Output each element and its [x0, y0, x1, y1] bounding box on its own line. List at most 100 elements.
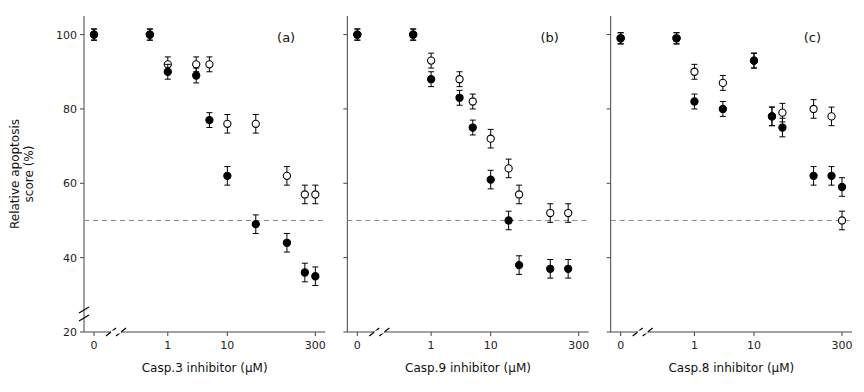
point — [224, 172, 231, 179]
error-bar — [829, 167, 835, 186]
y-tick — [80, 108, 84, 109]
series — [90, 29, 319, 204]
point — [547, 265, 554, 272]
error-bar — [618, 33, 624, 44]
point — [779, 109, 786, 116]
x-tick — [227, 332, 228, 336]
error-bar — [839, 178, 845, 197]
error-bar — [302, 185, 308, 204]
point — [779, 124, 786, 131]
error-bar — [488, 129, 494, 148]
x-tick — [315, 332, 316, 336]
point — [90, 31, 97, 38]
y-tick-label: 100 — [56, 29, 77, 42]
point — [301, 191, 308, 198]
error-bar — [691, 94, 697, 109]
point — [828, 113, 835, 120]
y-tick — [80, 332, 84, 333]
point — [828, 172, 835, 179]
y-axis-label-line: Relative apoptosis — [8, 119, 22, 229]
point — [565, 265, 572, 272]
y-tick — [343, 34, 347, 35]
y-tick — [343, 332, 347, 333]
x-tick-label: 300 — [568, 339, 589, 352]
x-axis-line — [611, 332, 852, 333]
error-bar — [470, 120, 476, 135]
error-bar — [147, 29, 153, 40]
point — [810, 172, 817, 179]
error-bar — [312, 185, 318, 204]
y-tick — [607, 108, 611, 109]
x-tick-label: 300 — [305, 339, 326, 352]
panel-label: (c) — [804, 30, 821, 45]
error-bar — [284, 167, 290, 186]
x-tick — [431, 332, 432, 336]
x-axis-line — [347, 332, 588, 333]
point — [617, 35, 624, 42]
x-axis-label: Casp.8 inhibitor (μM) — [668, 361, 794, 375]
x-tick — [620, 332, 621, 336]
y-tick — [80, 183, 84, 184]
point — [312, 273, 319, 280]
plot-area — [611, 33, 852, 230]
point — [354, 31, 361, 38]
point — [547, 209, 554, 216]
error-bar — [410, 29, 416, 40]
error-bar — [457, 90, 463, 105]
error-bar — [302, 263, 308, 282]
axis-break-gap — [111, 331, 121, 334]
y-tick — [607, 332, 611, 333]
error-bar — [428, 53, 434, 68]
error-bar — [565, 260, 571, 279]
error-bar — [829, 107, 835, 126]
error-bar — [811, 167, 817, 186]
point — [164, 68, 171, 75]
y-tick — [607, 257, 611, 258]
point — [252, 221, 259, 228]
point — [516, 261, 523, 268]
error-bar — [224, 115, 230, 134]
error-bar — [516, 185, 522, 204]
series — [90, 29, 319, 286]
x-tick-label: 1 — [691, 339, 698, 352]
error-bar — [253, 215, 259, 234]
y-tick-label: 40 — [63, 252, 77, 265]
point — [252, 120, 259, 127]
error-bar — [839, 211, 845, 230]
error-bar — [284, 233, 290, 252]
x-tick — [842, 332, 843, 336]
point — [565, 209, 572, 216]
error-bar — [720, 102, 726, 117]
point — [456, 76, 463, 83]
error-bar — [410, 29, 416, 40]
error-bar — [516, 256, 522, 275]
error-bar — [769, 107, 775, 126]
x-axis-label: Casp.9 inhibitor (μM) — [405, 361, 531, 375]
error-bar — [547, 204, 553, 223]
point — [146, 31, 153, 38]
series — [354, 29, 572, 278]
error-bar — [488, 170, 494, 189]
error-bar — [206, 57, 212, 72]
panel: 0110300(c)Casp.8 inhibitor (μM) — [607, 16, 853, 375]
error-bar — [506, 159, 512, 178]
point — [750, 57, 757, 64]
x-axis-label: Casp.3 inhibitor (μM) — [142, 361, 268, 375]
error-bar — [674, 33, 680, 44]
error-bar — [470, 94, 476, 109]
reference-line — [347, 220, 588, 221]
error-bar — [547, 260, 553, 279]
y-axis-label: Relative apoptosisscore (%) — [8, 119, 36, 229]
x-tick-label: 1 — [428, 339, 435, 352]
series — [617, 33, 846, 230]
error-bar — [354, 29, 360, 40]
point — [719, 79, 726, 86]
point — [719, 105, 726, 112]
point — [673, 35, 680, 42]
point — [193, 72, 200, 79]
error-bar — [691, 64, 697, 79]
point — [750, 57, 757, 64]
panel-label: (b) — [540, 30, 558, 45]
x-tick-label: 0 — [91, 339, 98, 352]
error-bar — [428, 72, 434, 87]
